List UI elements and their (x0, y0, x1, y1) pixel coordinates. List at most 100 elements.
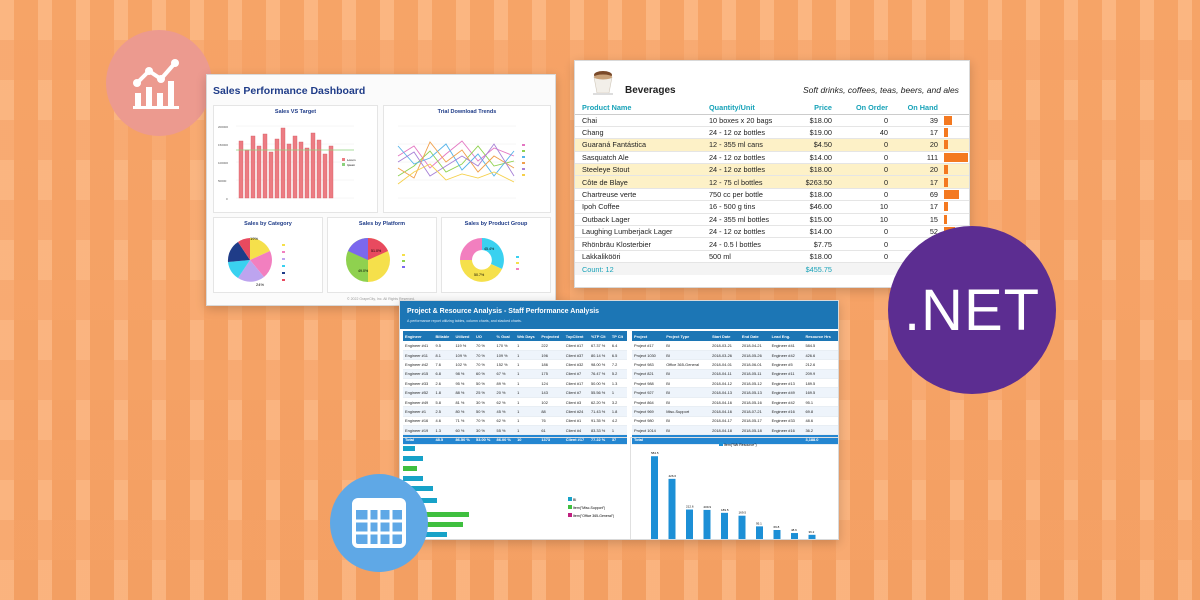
cell-price: $18.00 (792, 163, 838, 177)
table-cell: 1 (515, 341, 540, 351)
cell-name: Lakkalikööri (575, 250, 702, 264)
column-bar (808, 534, 816, 539)
table-cell: 7.2 (609, 359, 627, 370)
column-value-label: 48.6 (791, 528, 797, 532)
dotnet-logo-text: .NET (903, 277, 1041, 343)
horizontal-bar (403, 446, 415, 451)
table-cell: Misc-Support (664, 406, 711, 417)
beverage-row: Chartreuse verte 750 cc per bottle $18.00 0… (575, 188, 969, 202)
table-cell: 1 (515, 369, 540, 380)
cell-on-hand: 69 (894, 188, 944, 202)
category-pie-chart: 19% 24% (227, 236, 285, 287)
resource-bar-chart: BI Item("Misc-Support") Item("Office 365… (403, 437, 627, 539)
table-cell: 6.5 (609, 350, 627, 361)
legend-item: Item("Office 365-General") (568, 512, 614, 520)
on-hand-bar (944, 115, 953, 125)
cell-on-order: 10 (838, 200, 894, 214)
legend-item: Item("Wk Resource") (723, 443, 757, 447)
col-header: Engineer (403, 331, 434, 341)
table-cell: Project #17 (632, 341, 665, 351)
column-bar (721, 512, 728, 539)
on-hand-bar (944, 165, 949, 175)
chart-legend: BI Item("Misc-Support") Item("Office 365… (568, 496, 614, 520)
cell-on-hand: 39 (894, 114, 944, 127)
project-resource-report-card: Project & Resource Analysis - Staff Perf… (399, 300, 839, 540)
svg-text:50000: 50000 (218, 179, 227, 183)
table-row: Project 988 BI 2018-04-12 2018-05-12 Enginee… (632, 378, 838, 389)
column-value-label: 212.6 (686, 505, 694, 509)
cell-qty: 24 - 0.5 l bottles (702, 237, 792, 251)
cell-price: $14.00 (792, 225, 838, 239)
table-cell: 71 % (453, 416, 475, 427)
table-cell: 67.37 % (588, 341, 610, 351)
table-cell: 2018-05-16 (739, 397, 770, 408)
table-cell: 1 (609, 387, 627, 398)
table-cell: Engineer #41 (769, 341, 804, 351)
cell-qty: 24 - 12 oz bottles (702, 126, 792, 140)
project-report-title: Project & Resource Analysis - Staff Perf… (407, 308, 600, 315)
col-header: Projected (539, 331, 564, 341)
table-cell: 50 % (474, 406, 495, 417)
total-cell: Total (403, 434, 434, 445)
table-cell: 76.47 % (588, 369, 610, 380)
cell-on-order: 0 (838, 175, 894, 189)
beverages-report-card: Beverages Soft drinks, coffees, teas, be… (574, 60, 970, 288)
col-header: Billable (433, 331, 454, 341)
table-cell: Engineer #1 (403, 406, 434, 417)
table-cell: 70 % (474, 416, 495, 427)
cell-on-hand: 111 (894, 151, 944, 165)
beverages-header: Beverages Soft drinks, coffees, teas, be… (575, 61, 969, 97)
table-cell: 102 (539, 397, 564, 408)
horizontal-bar (403, 466, 417, 471)
panel-title: Trial Download Trends (437, 109, 497, 115)
table-cell: 2.6 (433, 378, 454, 389)
chart-badge (106, 30, 212, 136)
table-cell: Engineer #49 (769, 387, 804, 398)
cell-qty: 12 - 75 cl bottles (702, 175, 792, 189)
table-cell: 9.5 (433, 341, 454, 351)
pie-label: 24% (256, 282, 264, 287)
svg-text:0: 0 (226, 197, 228, 201)
table-row: Engineer #33 2.6 95 % 50 % 89 % 1 124 Client #1… (403, 378, 627, 389)
table-total-row: Total 48.5 86.50 % 53.00 % 86.00 % 10 1373 Clie… (403, 434, 627, 445)
cell-on-order: 0 (838, 151, 894, 165)
table-cell: 89 % (494, 378, 516, 389)
table-cell: 6.4 (609, 341, 627, 351)
cell-on-hand: 17 (894, 200, 944, 214)
table-cell: 69.8 (803, 406, 838, 417)
sales-dashboard-title: Sales Performance Dashboard (213, 85, 366, 97)
table-row: Engineer #15 6.8 98 % 60 % 67 % 1 175 Client #7… (403, 369, 627, 380)
horizontal-bar (403, 512, 469, 517)
table-cell: 8.1 (433, 350, 454, 361)
table-cell: 30 % (474, 425, 495, 436)
table-cell: 2018-05-12 (739, 378, 770, 389)
cell-price: $18.00 (792, 114, 838, 127)
table-cell: 95 % (453, 378, 475, 389)
platform-pie-chart: 51.0% 49.0% (346, 238, 405, 282)
table-cell: 6.8 (433, 369, 454, 380)
table-cell: Engineer #42 (769, 350, 804, 361)
table-cell: 222 (539, 341, 564, 351)
col-header: On Hand (894, 102, 944, 115)
svg-text:Ipsum: Ipsum (347, 163, 356, 167)
table-cell: Engineer #33 (403, 378, 434, 389)
table-row: Engineer #52 1.8 88 % 25 % 20 % 1 143 Client #7… (403, 387, 627, 398)
table-cell: 76 (539, 416, 564, 427)
col-header: Start Date (710, 331, 740, 341)
panel-sales-by-platform: Sales by Platform 51.0% 49.0% (327, 217, 437, 293)
beverages-title: Beverages (625, 85, 676, 96)
beverage-row: Côte de Blaye 12 - 75 cl bottles $263.50 0 1… (575, 175, 969, 189)
table-cell: 4.6 (433, 416, 454, 427)
table-cell: Client #3 (563, 397, 589, 408)
horizontal-bar (403, 522, 463, 527)
staff-performance-table: Engineer Billable Utilized UO% Goal Wrk Days… (403, 331, 627, 445)
table-cell: 102 % (453, 359, 475, 370)
table-cell: Client #37 (563, 350, 589, 361)
total-count: Count: 12 (575, 262, 702, 276)
table-cell: 124 (539, 378, 564, 389)
table-cell: 50 % (474, 378, 495, 389)
column-bar (651, 456, 658, 539)
cell-on-order: 0 (838, 237, 894, 251)
total-price: $455.75 (792, 262, 838, 276)
cell-on-hand: 15 (894, 213, 944, 227)
